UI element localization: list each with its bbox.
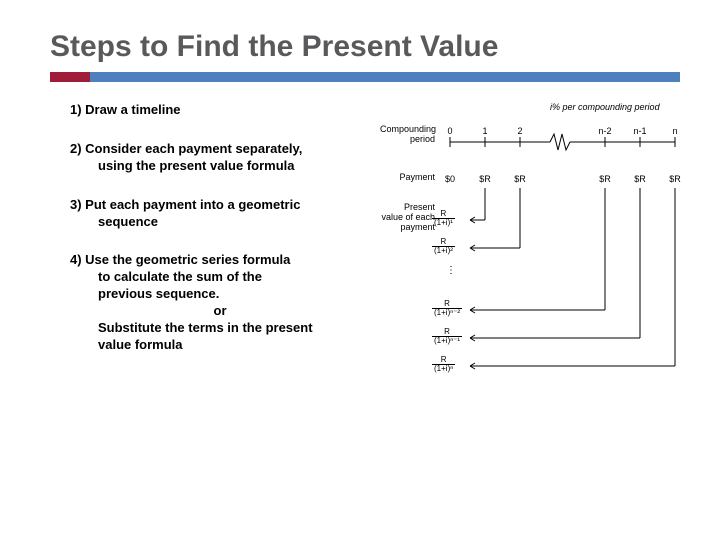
payment-label: $R bbox=[514, 174, 526, 184]
tick-label: 2 bbox=[517, 126, 522, 136]
pv-fraction: R(1+i)ⁿ⁻² bbox=[432, 300, 462, 317]
tick-label: n bbox=[672, 126, 677, 136]
timeline-diagram: i% per compounding period Compounding pe… bbox=[380, 102, 700, 376]
pv-fraction: R(1+i)¹ bbox=[432, 210, 455, 227]
title-accent-bar bbox=[50, 72, 90, 82]
title-underline bbox=[50, 72, 680, 82]
pv-fraction: R(1+i)² bbox=[432, 238, 455, 255]
step-1: 1) Draw a timeline bbox=[70, 102, 370, 119]
step-2: 2) Consider each payment separately, usi… bbox=[70, 141, 370, 175]
pv-fraction: R(1+i)ⁿ bbox=[432, 356, 455, 373]
title-main-bar bbox=[90, 72, 680, 82]
step-4-line5: value formula bbox=[70, 337, 370, 354]
payment-label: $R bbox=[599, 174, 611, 184]
step-3-line2: sequence bbox=[70, 214, 370, 231]
tick-label: 1 bbox=[482, 126, 487, 136]
tick-label: n-2 bbox=[598, 126, 611, 136]
step-4-line3: previous sequence. bbox=[70, 286, 370, 303]
step-4-line4: Substitute the terms in the present bbox=[70, 320, 370, 337]
payment-label: $0 bbox=[445, 174, 455, 184]
payment-label: $R bbox=[479, 174, 491, 184]
payment-label: $R bbox=[634, 174, 646, 184]
step-4-line2: to calculate the sum of the bbox=[70, 269, 370, 286]
step-3-line1: 3) Put each payment into a geometric bbox=[70, 197, 300, 212]
step-4-line1: 4) Use the geometric series formula bbox=[70, 252, 290, 267]
step-4-or: or bbox=[70, 303, 370, 320]
tick-label: 0 bbox=[447, 126, 452, 136]
payment-label: $R bbox=[669, 174, 681, 184]
page-title: Steps to Find the Present Value bbox=[50, 30, 680, 64]
steps-list: 1) Draw a timeline 2) Consider each paym… bbox=[70, 102, 370, 376]
step-2-line2: using the present value formula bbox=[70, 158, 370, 175]
step-3: 3) Put each payment into a geometric seq… bbox=[70, 197, 370, 231]
step-2-line1: 2) Consider each payment separately, bbox=[70, 141, 302, 156]
vertical-dots: ⋮ bbox=[446, 268, 456, 274]
tick-label: n-1 bbox=[633, 126, 646, 136]
diagram-svg bbox=[380, 102, 700, 402]
pv-fraction: R(1+i)ⁿ⁻¹ bbox=[432, 328, 462, 345]
step-4: 4) Use the geometric series formula to c… bbox=[70, 252, 370, 353]
